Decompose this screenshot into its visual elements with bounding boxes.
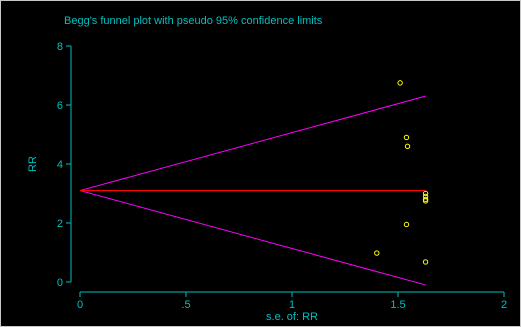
y-tick-label: 6 [57, 100, 63, 112]
study-point [374, 250, 380, 256]
study-point [404, 143, 411, 150]
x-tick-label: 1 [289, 299, 295, 311]
x-tick-label: 0 [77, 299, 83, 311]
y-tick-label: 4 [57, 159, 63, 171]
upper-confidence-limit-line [79, 95, 426, 192]
study-point [403, 134, 410, 141]
study-point [403, 221, 410, 228]
y-tick-label: 0 [57, 277, 63, 289]
x-axis-label: s.e. of: RR [266, 311, 318, 323]
study-point [422, 198, 429, 204]
lower-confidence-limit-line [79, 190, 426, 286]
y-axis-label: RR [27, 156, 39, 172]
x-tick-label: 1.5 [390, 299, 405, 311]
study-point [397, 80, 403, 86]
x-tick-label: .5 [181, 299, 190, 311]
chart-title: Begg's funnel plot with pseudo 95% confi… [64, 15, 323, 27]
study-point [422, 190, 429, 197]
x-tick-label: 2 [501, 299, 507, 311]
y-tick-label: 8 [57, 41, 63, 53]
study-point [422, 259, 429, 265]
y-tick-label: 2 [57, 218, 63, 230]
